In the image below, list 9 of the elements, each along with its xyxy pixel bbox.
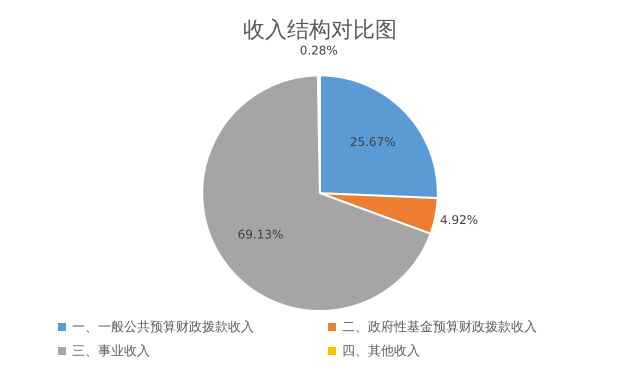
data-label: 69.13% (238, 228, 284, 242)
legend-label: 一、一般公共预算财政拨款收入 (72, 319, 254, 336)
legend-label: 二、政府性基金预算财政拨款收入 (342, 319, 537, 336)
data-label: 4.92% (440, 213, 478, 228)
chart-title: 收入结构对比图 (243, 18, 397, 43)
legend-label: 三、事业收入 (72, 343, 150, 360)
data-label: 25.67% (350, 134, 396, 149)
legend-label: 四、其他收入 (342, 343, 420, 360)
data-label: 0.28% (300, 44, 338, 58)
